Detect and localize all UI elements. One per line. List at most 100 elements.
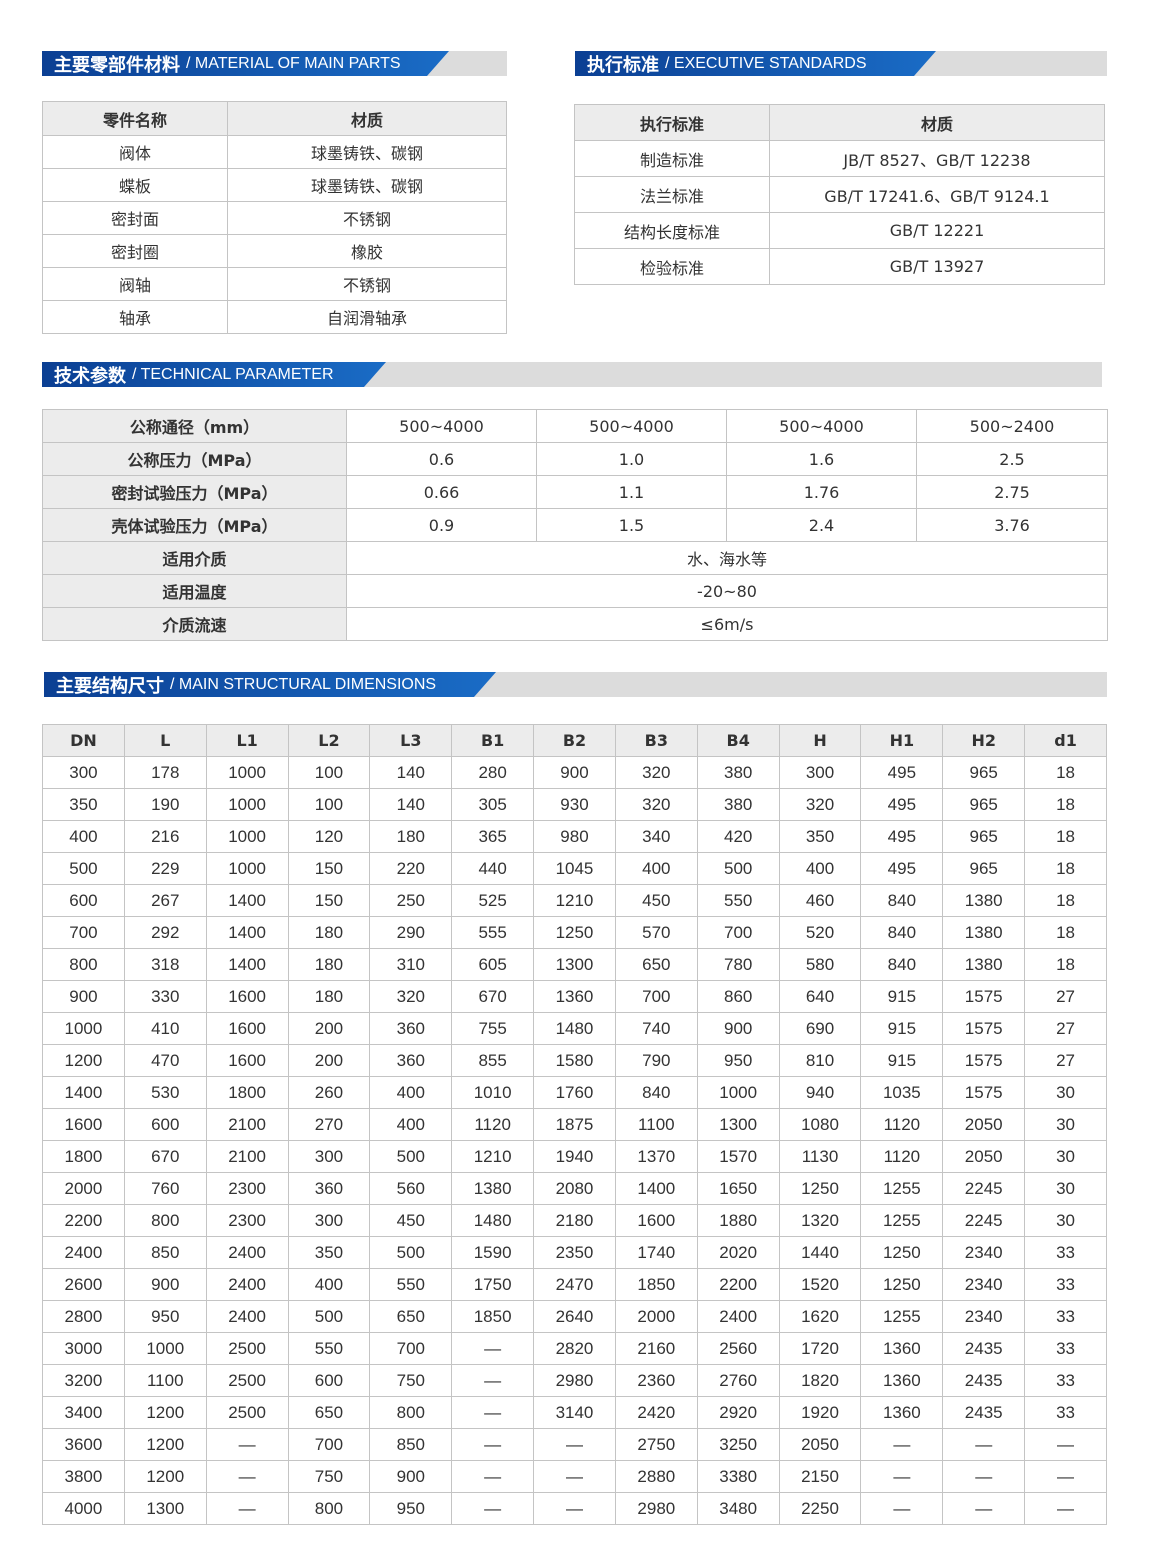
part-name-cell: 蝶板 [42, 168, 228, 202]
dimension-cell: 3800 [42, 1460, 125, 1493]
column-header: d1 [1024, 724, 1107, 757]
dimension-cell: 290 [369, 916, 453, 949]
dimension-cell: 2360 [614, 1364, 698, 1397]
dimension-cell: 18 [1024, 852, 1107, 885]
dimension-cell: 320 [369, 980, 453, 1013]
dimension-cell: 267 [123, 884, 207, 917]
dimension-cell: 2160 [614, 1332, 698, 1365]
dimension-cell: 120 [287, 820, 371, 853]
dimension-cell: 650 [369, 1300, 453, 1333]
column-header: B4 [696, 724, 780, 757]
dimension-cell: 2980 [533, 1364, 616, 1397]
dimension-cell: 1010 [451, 1076, 535, 1109]
dimension-cell: 555 [451, 916, 535, 949]
dimension-cell: 2180 [533, 1204, 616, 1237]
table-row: 3000 1000 2500 550 700—2820 2160 2560 1720 1360 2… [42, 1332, 1107, 1365]
dimension-cell: — [451, 1460, 535, 1493]
table-row: 3400 1200 2500 650 800—3140 2420 2920 1920 1360 2… [42, 1396, 1107, 1429]
dimension-cell: — [451, 1364, 535, 1397]
dimension-cell: 400 [369, 1108, 453, 1141]
dimension-cell: 500 [369, 1236, 453, 1269]
dimension-cell: — [942, 1428, 1026, 1461]
table-row: 2800 950 2400 500 650 1850 2640 2000 2400 1620 125… [42, 1300, 1107, 1333]
table-row: 3600 1200—700 850— —2750 3250 2050— — — [42, 1428, 1107, 1461]
dimension-cell: 1360 [533, 980, 616, 1013]
dimension-cell: 1575 [942, 1012, 1026, 1045]
dimension-cell: 2420 [614, 1396, 698, 1429]
standard-name-cell: 制造标准 [574, 140, 770, 177]
dimension-cell: 1800 [42, 1140, 125, 1173]
dimension-cell: 2820 [533, 1332, 616, 1365]
dimension-cell: — [205, 1460, 289, 1493]
dimension-cell: 300 [287, 1140, 371, 1173]
dimension-cell: 2050 [778, 1428, 862, 1461]
column-header: B2 [533, 724, 616, 757]
material-cell: 不锈钢 [227, 267, 507, 301]
dimension-cell: 2350 [533, 1236, 616, 1269]
section-title-en: / MAIN STRUCTURAL DIMENSIONS [170, 675, 437, 693]
dimension-cell: 1820 [778, 1364, 862, 1397]
dimension-cell: 2400 [42, 1236, 125, 1269]
dimension-cell: 2340 [942, 1300, 1026, 1333]
dimension-cell: 2435 [942, 1332, 1026, 1365]
dimension-cell: 1255 [860, 1204, 944, 1237]
dimension-cell: 580 [778, 948, 862, 981]
dimension-cell: 1380 [942, 948, 1026, 981]
dimension-cell: 3600 [42, 1428, 125, 1461]
dimension-cell: 365 [451, 820, 535, 853]
dimension-cell: 1000 [696, 1076, 780, 1109]
material-cell: 球墨铸铁、碳钢 [227, 135, 507, 169]
dimension-cell: 27 [1024, 1044, 1107, 1077]
dimension-cell: 2435 [942, 1364, 1026, 1397]
material-cell: 不锈钢 [227, 201, 507, 235]
section-title-en: / TECHNICAL PARAMETER [132, 365, 334, 383]
column-header: 执行标准 [574, 104, 770, 141]
standard-value-cell: JB/T 8527、GB/T 12238 [769, 140, 1105, 177]
column-header: 材质 [227, 101, 507, 136]
dimension-cell: 940 [778, 1076, 862, 1109]
dimension-cell: 800 [42, 948, 125, 981]
dimension-cell: 2150 [778, 1460, 862, 1493]
dimension-cell: 150 [287, 852, 371, 885]
table-row: 3800 1200—750 900— —2880 3380 2150— — — [42, 1460, 1107, 1493]
dimension-cell: 1880 [696, 1204, 780, 1237]
dimension-cell: 1400 [205, 916, 289, 949]
table-row: 350 190 1000 100 140 305 930 320 380 320 495 965 18 [42, 788, 1107, 821]
dimension-cell: 400 [287, 1268, 371, 1301]
dimension-cell: 1600 [42, 1108, 125, 1141]
dimension-cell: 900 [533, 756, 616, 789]
section-title-cn: 执行标准 [587, 54, 659, 76]
dimension-cell: 2250 [778, 1492, 862, 1525]
dimension-cell: 1200 [123, 1396, 207, 1429]
dimension-cell: 980 [533, 820, 616, 853]
dimension-cell: 1520 [778, 1268, 862, 1301]
column-header: L2 [287, 724, 371, 757]
parameter-label-cell: 介质流速 [42, 607, 347, 641]
dimension-cell: 2800 [42, 1300, 125, 1333]
dimension-cell: 2000 [614, 1300, 698, 1333]
dimension-cell: 840 [860, 948, 944, 981]
dimension-cell: 200 [287, 1044, 371, 1077]
dimension-cell: — [942, 1492, 1026, 1525]
dimension-cell: 1200 [123, 1460, 207, 1493]
dimension-cell: 360 [369, 1044, 453, 1077]
table-row: 密封面 不锈钢 [42, 201, 507, 235]
dimension-cell: 2080 [533, 1172, 616, 1205]
dimension-cell: 2980 [614, 1492, 698, 1525]
dimension-cell: 750 [287, 1460, 371, 1493]
dimension-cell: 400 [42, 820, 125, 853]
dimension-cell: 30 [1024, 1140, 1107, 1173]
materials-section-header: 主要零部件材料 / MATERIAL OF MAIN PARTS [42, 51, 507, 76]
dimension-cell: 3480 [696, 1492, 780, 1525]
parameter-value-cell: -20~80 [346, 574, 1108, 608]
dimension-cell: 400 [614, 852, 698, 885]
dimension-cell: — [451, 1396, 535, 1429]
dimension-cell: 1255 [860, 1172, 944, 1205]
dimension-cell: 33 [1024, 1300, 1107, 1333]
dimension-cell: 3250 [696, 1428, 780, 1461]
dimension-cell: 30 [1024, 1172, 1107, 1205]
dimension-cell: 1210 [533, 884, 616, 917]
dimension-cell: 915 [860, 1044, 944, 1077]
dimension-cell: 950 [123, 1300, 207, 1333]
